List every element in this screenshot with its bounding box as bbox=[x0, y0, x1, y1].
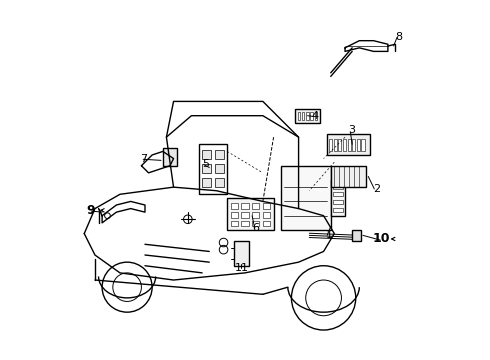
FancyBboxPatch shape bbox=[343, 139, 346, 152]
Text: 1: 1 bbox=[325, 230, 332, 240]
FancyBboxPatch shape bbox=[202, 178, 211, 187]
Text: 4: 4 bbox=[311, 111, 318, 121]
FancyBboxPatch shape bbox=[281, 166, 331, 230]
Text: 6: 6 bbox=[252, 223, 259, 233]
Text: 10: 10 bbox=[373, 233, 390, 246]
FancyBboxPatch shape bbox=[333, 184, 343, 189]
FancyBboxPatch shape bbox=[352, 230, 361, 241]
FancyBboxPatch shape bbox=[333, 192, 343, 197]
FancyBboxPatch shape bbox=[202, 150, 211, 158]
FancyBboxPatch shape bbox=[306, 112, 309, 120]
FancyBboxPatch shape bbox=[242, 203, 248, 208]
FancyBboxPatch shape bbox=[331, 166, 367, 187]
FancyBboxPatch shape bbox=[202, 164, 211, 173]
FancyBboxPatch shape bbox=[329, 139, 332, 152]
FancyBboxPatch shape bbox=[362, 139, 365, 152]
FancyBboxPatch shape bbox=[215, 150, 223, 158]
Text: 2: 2 bbox=[373, 184, 381, 194]
Text: 7: 7 bbox=[140, 154, 147, 163]
FancyBboxPatch shape bbox=[252, 203, 259, 208]
FancyBboxPatch shape bbox=[215, 178, 223, 187]
FancyBboxPatch shape bbox=[357, 139, 360, 152]
FancyBboxPatch shape bbox=[333, 208, 343, 212]
FancyBboxPatch shape bbox=[315, 112, 317, 120]
FancyBboxPatch shape bbox=[333, 200, 343, 204]
FancyBboxPatch shape bbox=[302, 112, 304, 120]
FancyBboxPatch shape bbox=[163, 148, 177, 166]
Text: 3: 3 bbox=[349, 125, 356, 135]
FancyBboxPatch shape bbox=[234, 241, 248, 266]
FancyBboxPatch shape bbox=[263, 221, 270, 226]
FancyBboxPatch shape bbox=[231, 221, 238, 226]
Text: 5: 5 bbox=[202, 159, 209, 169]
Text: 8: 8 bbox=[395, 32, 402, 42]
FancyBboxPatch shape bbox=[295, 109, 320, 123]
FancyBboxPatch shape bbox=[297, 112, 300, 120]
FancyBboxPatch shape bbox=[263, 203, 270, 208]
FancyBboxPatch shape bbox=[347, 139, 351, 152]
FancyBboxPatch shape bbox=[231, 212, 238, 217]
FancyBboxPatch shape bbox=[327, 134, 370, 155]
Text: 11: 11 bbox=[234, 262, 248, 273]
FancyBboxPatch shape bbox=[242, 221, 248, 226]
FancyBboxPatch shape bbox=[242, 212, 248, 217]
FancyBboxPatch shape bbox=[252, 212, 259, 217]
FancyBboxPatch shape bbox=[310, 112, 313, 120]
FancyBboxPatch shape bbox=[231, 203, 238, 208]
FancyBboxPatch shape bbox=[227, 198, 273, 230]
FancyBboxPatch shape bbox=[215, 164, 223, 173]
FancyBboxPatch shape bbox=[338, 139, 342, 152]
FancyBboxPatch shape bbox=[252, 221, 259, 226]
FancyBboxPatch shape bbox=[352, 139, 355, 152]
FancyBboxPatch shape bbox=[263, 212, 270, 217]
FancyBboxPatch shape bbox=[331, 180, 345, 216]
FancyBboxPatch shape bbox=[334, 139, 337, 152]
Text: 9: 9 bbox=[86, 204, 95, 217]
